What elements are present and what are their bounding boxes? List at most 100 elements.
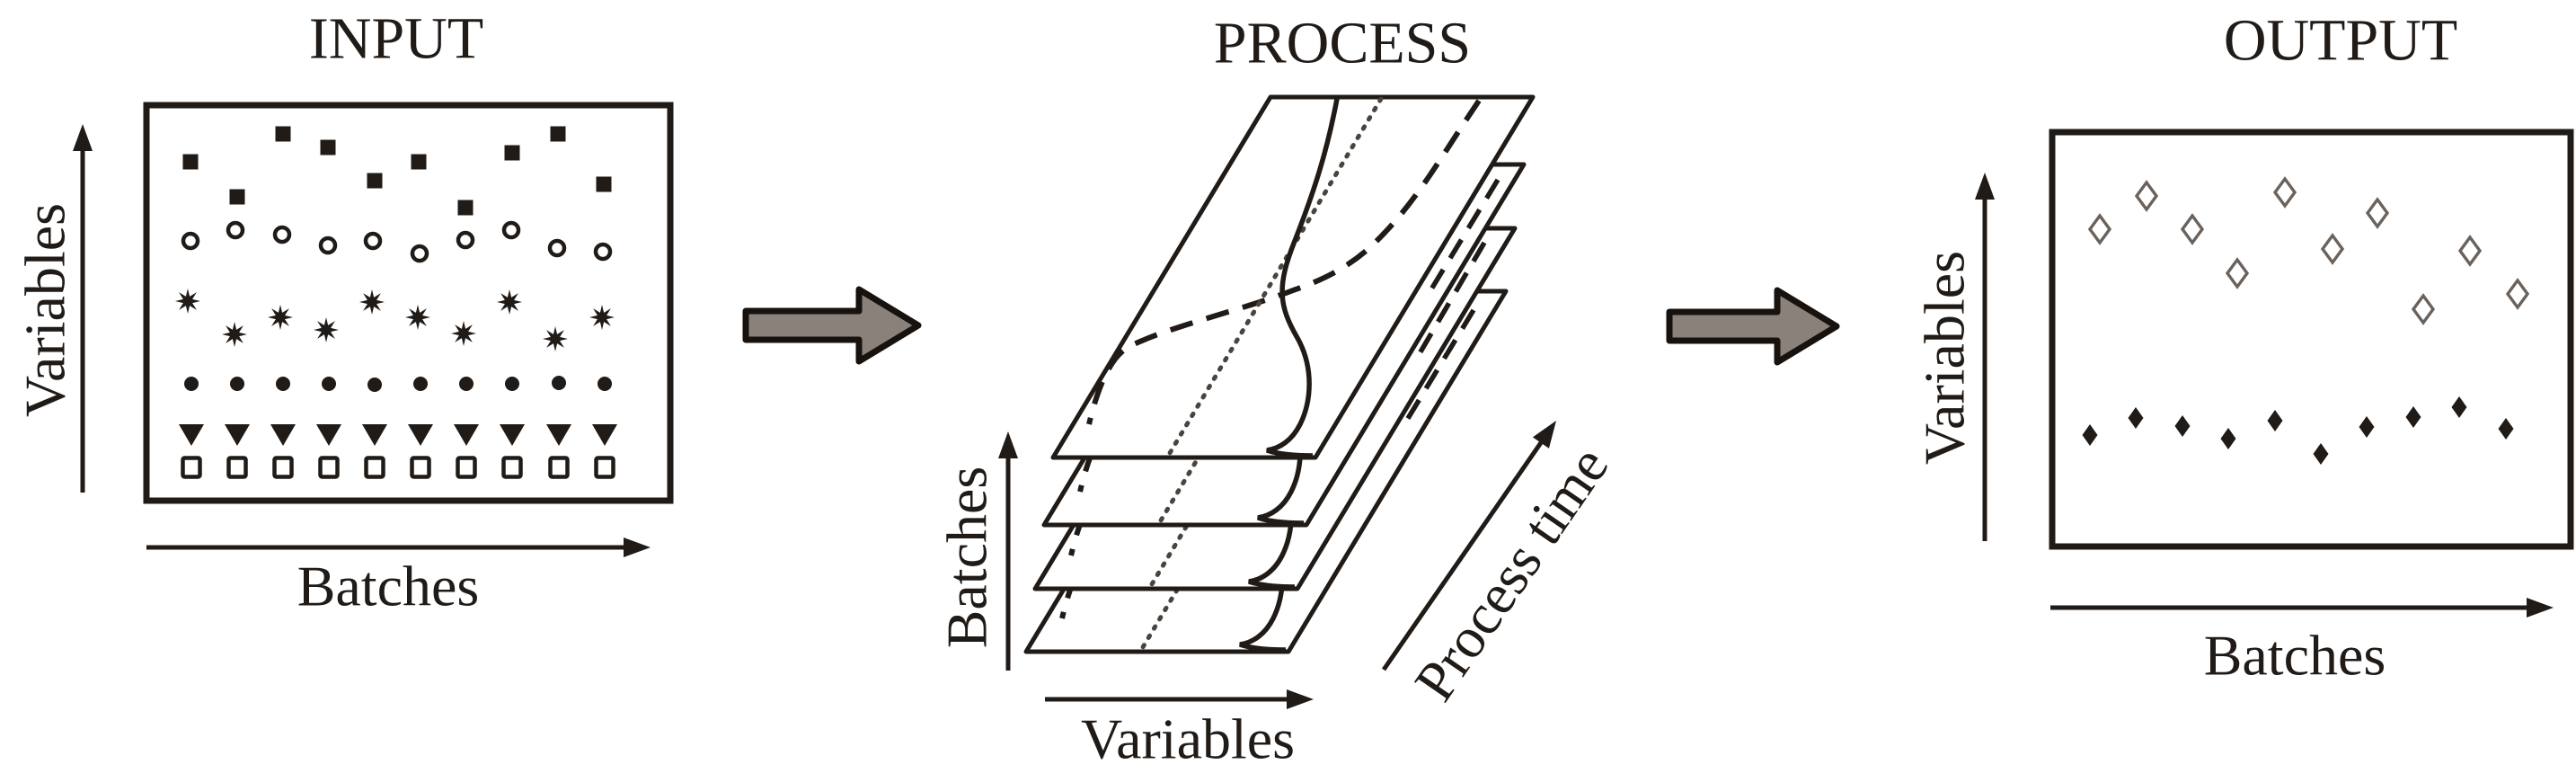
marker-star	[405, 305, 430, 330]
flow-arrow-1	[742, 286, 922, 365]
marker-filled-square	[182, 154, 199, 170]
input-batches-axis-arrow	[146, 538, 651, 557]
input-title: INPUT	[309, 6, 483, 72]
output-marker-row-1	[2087, 176, 2530, 325]
input-variables-axis-arrow	[73, 124, 93, 493]
marker-filled-triangle-down	[546, 424, 571, 446]
process-panel: PROCESS Batches Variables Process time	[935, 11, 1621, 771]
process-sheet-outline	[1050, 94, 1536, 460]
process-sheet-1	[1050, 94, 1536, 460]
marker-open-square	[364, 456, 385, 479]
marker-filled-triangle-down	[362, 424, 387, 446]
marker-filled-square	[275, 126, 291, 142]
output-batches-axis-arrow	[2050, 598, 2554, 618]
marker-open-square	[548, 456, 570, 479]
marker-open-ring	[456, 230, 475, 250]
marker-star	[451, 321, 476, 346]
output-variables-axis-arrow-head	[1975, 173, 1995, 200]
output-box	[2049, 129, 2574, 550]
marker-open-diamond	[2134, 180, 2159, 212]
marker-filled-square	[229, 189, 245, 205]
marker-open-square	[181, 456, 202, 479]
marker-star	[359, 289, 385, 315]
input-box	[143, 102, 674, 504]
marker-star	[543, 326, 568, 351]
marker-filled-square	[411, 154, 427, 170]
marker-star	[222, 322, 247, 347]
marker-filled-diamond	[2359, 416, 2375, 438]
gap-dashed-segment-1	[1424, 178, 1500, 298]
input-batches-axis-arrow-head	[624, 538, 651, 557]
marker-filled-circle	[230, 377, 244, 391]
marker-filled-circle	[552, 376, 566, 390]
process-variables-label: Variables	[1081, 707, 1295, 771]
marker-filled-circle	[459, 377, 474, 391]
marker-open-square	[594, 456, 615, 479]
marker-star	[314, 317, 339, 342]
marker-filled-circle	[505, 377, 519, 391]
output-title: OUTPUT	[2224, 8, 2457, 74]
marker-open-ring	[410, 244, 429, 263]
marker-open-square	[456, 456, 477, 479]
input-marker-row-2	[181, 220, 613, 263]
dotted-profile-curve	[1164, 97, 1384, 458]
marker-star	[175, 289, 200, 314]
marker-open-diamond	[2272, 176, 2297, 209]
marker-filled-diamond	[2082, 424, 2098, 446]
marker-open-diamond	[2457, 235, 2483, 267]
marker-open-ring	[181, 231, 200, 251]
process-variables-axis-arrow	[1045, 689, 1314, 709]
flow-arrow-2	[1666, 287, 1840, 366]
marker-open-square	[226, 456, 248, 479]
gap-dashed-segment-2	[1413, 241, 1487, 361]
output-marker-row-2	[2082, 396, 2514, 465]
marker-filled-triangle-down	[225, 424, 250, 446]
marker-filled-square	[320, 139, 336, 156]
marker-filled-triangle-down	[408, 424, 433, 446]
marker-open-ring	[501, 220, 521, 240]
input-marker-row-5	[179, 424, 617, 446]
output-panel: OUTPUT Variables Batches	[1913, 8, 2574, 688]
marker-open-square	[272, 456, 294, 479]
input-variables-axis-arrow-head	[73, 124, 93, 151]
marker-filled-diamond	[2220, 428, 2236, 449]
process-batches-axis-arrow-head	[998, 431, 1018, 458]
marker-filled-diamond	[2128, 407, 2144, 429]
marker-filled-square	[457, 200, 474, 216]
marker-star	[589, 305, 615, 330]
marker-star	[497, 289, 522, 315]
marker-filled-diamond	[2405, 406, 2421, 428]
marker-open-square	[501, 456, 523, 479]
marker-open-ring	[318, 235, 338, 255]
marker-filled-circle	[322, 377, 336, 391]
gap-dashed-segment-3	[1402, 308, 1476, 426]
input-marker-row-1	[182, 126, 612, 216]
output-variables-label: Variables	[1913, 251, 1977, 465]
process-time-label: Process time	[1402, 435, 1620, 712]
solid-profile-curve	[1266, 98, 1340, 458]
marker-filled-square	[596, 176, 612, 192]
marker-open-ring	[547, 238, 567, 258]
process-batches-axis-arrow	[998, 431, 1018, 671]
marker-open-diamond	[2505, 278, 2530, 310]
marker-filled-circle	[367, 378, 382, 392]
marker-filled-circle	[598, 377, 612, 391]
input-marker-row-6	[181, 456, 615, 479]
process-batches-label: Batches	[935, 467, 999, 649]
marker-filled-circle	[413, 377, 428, 391]
marker-filled-circle	[276, 377, 290, 391]
output-variables-axis-arrow	[1975, 173, 1995, 541]
process-time-axis-arrow-head	[1532, 421, 1556, 449]
output-batches-label: Batches	[2204, 624, 2386, 688]
marker-open-ring	[593, 242, 613, 262]
marker-open-diamond	[2365, 197, 2390, 229]
marker-filled-triangle-down	[592, 424, 617, 446]
marker-filled-diamond	[2498, 418, 2514, 440]
input-marker-row-4	[184, 376, 612, 392]
marker-filled-triangle-down	[316, 424, 341, 446]
marker-filled-diamond	[2451, 396, 2467, 418]
marker-open-diamond	[2180, 213, 2205, 245]
marker-open-ring	[272, 225, 292, 244]
